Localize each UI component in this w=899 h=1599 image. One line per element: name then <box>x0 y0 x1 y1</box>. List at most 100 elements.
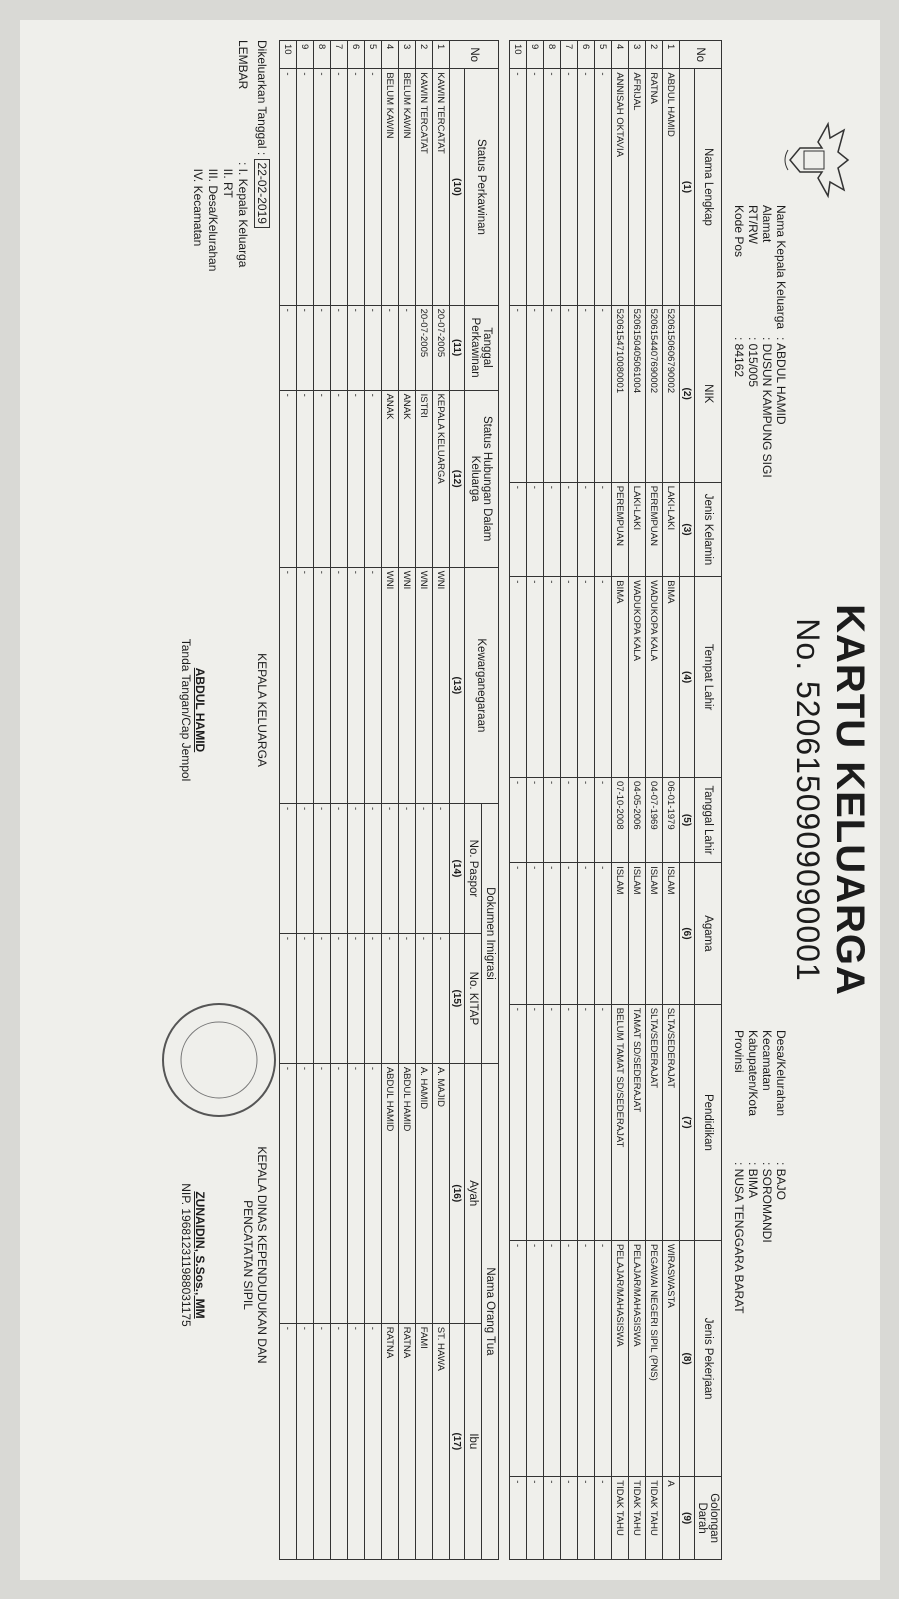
column-number: (5) <box>679 777 695 863</box>
head-signature: KEPALA KELUARGA ABDUL HAMID Tanda Tangan… <box>179 470 269 950</box>
cell: - <box>313 305 331 391</box>
cell: PELAJAR/MAHASISWA <box>628 1240 646 1477</box>
cell: - <box>594 305 612 483</box>
cell: - <box>381 305 399 391</box>
column-number: (10) <box>449 68 465 306</box>
column-header: Tanggal Perkawinan <box>464 305 499 391</box>
info-value: 015/005 <box>746 337 760 387</box>
cell: - <box>398 803 416 934</box>
cell: ISTRI <box>415 390 433 568</box>
cell: 4 <box>611 40 629 69</box>
cell: - <box>509 777 527 863</box>
cell: - <box>364 68 382 306</box>
cell: - <box>594 482 612 577</box>
cell: - <box>577 68 595 306</box>
card-header: KARTU KELUARGA No. 5206150909090001 Nama… <box>722 40 872 1560</box>
cell: - <box>330 1063 348 1324</box>
cell: - <box>415 803 433 934</box>
cell: - <box>577 305 595 483</box>
cell: - <box>432 803 450 934</box>
table-row: 9--------- <box>526 40 544 1560</box>
cell: - <box>279 933 297 1064</box>
cell: - <box>330 68 348 306</box>
cell: 5206150405061004 <box>628 305 646 483</box>
cell: - <box>347 1063 365 1324</box>
info-row: RT/RW 015/005 <box>746 205 760 478</box>
info-value: BAJO <box>774 1162 788 1200</box>
cell: - <box>296 390 314 568</box>
cell: - <box>347 305 365 391</box>
cell: - <box>543 777 561 863</box>
info-label: Nama Kepala Keluarga <box>774 205 788 330</box>
column-number: (12) <box>449 390 465 568</box>
info-row: Nama Kepala Keluarga ABDUL HAMID <box>774 205 788 478</box>
cell: - <box>543 576 561 778</box>
cell: RATNA <box>645 68 663 306</box>
cell: - <box>330 567 348 804</box>
column-number: (8) <box>679 1240 695 1477</box>
column-header: Pendidikan <box>694 1004 722 1241</box>
cell: - <box>347 390 365 568</box>
table-row: 4 BELUM KAWIN - ANAK WNI - - ABDUL HAMID RATNA <box>381 40 399 1560</box>
cell: - <box>279 1063 297 1324</box>
cell: - <box>526 576 544 778</box>
cell: - <box>543 862 561 1005</box>
cell: LAKI-LAKI <box>662 482 680 577</box>
cell: - <box>594 576 612 778</box>
issued-label: Dikeluarkan Tanggal <box>255 40 269 149</box>
table-row: 7-------- <box>330 40 348 1560</box>
cell: - <box>560 1240 578 1477</box>
stamp <box>162 1003 276 1117</box>
cell: - <box>364 933 382 1064</box>
info-value: 84162 <box>732 337 746 377</box>
cell: - <box>526 68 544 306</box>
column-header: Tanggal Lahir <box>694 777 722 863</box>
info-row: Kabupaten/Kota BIMA <box>746 1030 760 1314</box>
cell: - <box>543 305 561 483</box>
info-row: Kecamatan SOROMANDI <box>760 1030 774 1314</box>
column-header: NIK <box>694 305 722 483</box>
cell: - <box>577 1476 595 1560</box>
cell: - <box>279 305 297 391</box>
cell: ANNISAH OKTAVIA <box>611 68 629 306</box>
cell: WIRASWASTA <box>662 1240 680 1477</box>
info-label: Kabupaten/Kota <box>746 1030 760 1117</box>
cell: - <box>577 1240 595 1477</box>
cell: ANAK <box>381 390 399 568</box>
cell: TIDAK TAHU <box>611 1476 629 1560</box>
cell: A. HAMID <box>415 1063 433 1324</box>
cell: PEGAWAI NEGERI SIPIL (PNS) <box>645 1240 663 1477</box>
cell: - <box>543 1004 561 1241</box>
cell: - <box>577 482 595 577</box>
cell: 04-07-1969 <box>645 777 663 863</box>
column-header: Jenis Kelamin <box>694 482 722 577</box>
group-header: Dokumen Imigrasi <box>481 803 499 1064</box>
column-number: (13) <box>449 567 465 804</box>
signature-title: KEPALA KELUARGA <box>255 653 269 767</box>
cell: - <box>364 567 382 804</box>
cell: - <box>509 1240 527 1477</box>
cell: - <box>347 1323 365 1560</box>
column-header: Nama Lengkap <box>694 68 722 306</box>
cell: A. MAJID <box>432 1063 450 1324</box>
cell: ISLAM <box>645 862 663 1005</box>
sheet-label: LEMBAR <box>236 40 250 90</box>
column-header: Tempat Lahir <box>694 576 722 778</box>
cell: SLTA/SEDERAJAT <box>645 1004 663 1241</box>
cell: RATNA <box>381 1323 399 1560</box>
info-row: Desa/Kelurahan BAJO <box>774 1030 788 1314</box>
cell: - <box>330 803 348 934</box>
cell: - <box>526 777 544 863</box>
cell: LAKI-LAKI <box>628 482 646 577</box>
table-row: 8--------- <box>543 40 561 1560</box>
sheet-item: IV. Kecamatan <box>191 168 205 247</box>
cell: - <box>543 1476 561 1560</box>
table-head: No Nama Lengkap NIK Jenis Kelamin Tempat Lah… <box>679 40 722 1560</box>
column-number: (9) <box>679 1476 695 1560</box>
table-head: No Status Perkawinan Tanggal Perkawinan Sta… <box>449 40 499 1560</box>
members-table: No Nama Lengkap NIK Jenis Kelamin Tempat Lah… <box>509 40 722 1560</box>
cell: WADUKOPA KALA <box>628 576 646 778</box>
cell: 2 <box>645 40 663 69</box>
cell: - <box>296 1063 314 1324</box>
card-title: KARTU KELUARGA <box>828 604 872 996</box>
